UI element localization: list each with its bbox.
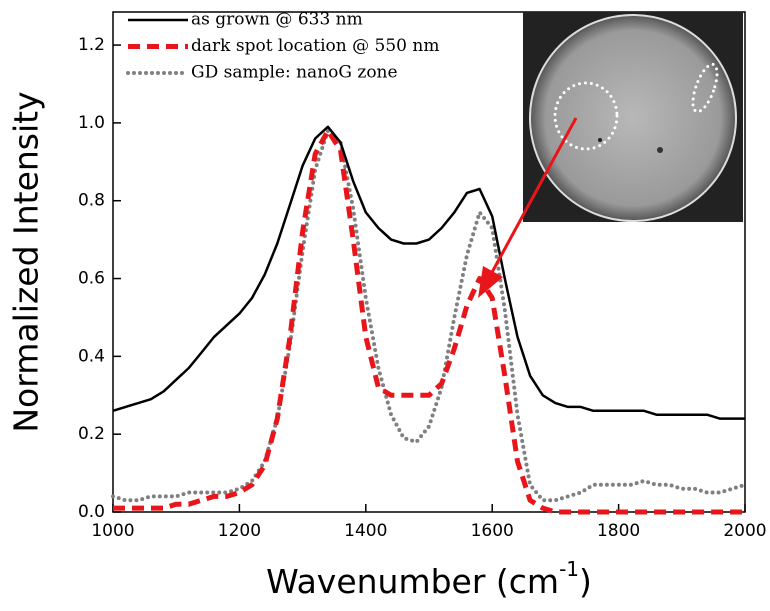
arrow xyxy=(478,117,578,298)
legend-label: as grown @ 633 nm xyxy=(191,10,363,30)
y-tick-label: 0.8 xyxy=(78,191,105,211)
y-tick-label: 1.2 xyxy=(78,35,105,55)
x-tick-label: 1800 xyxy=(597,521,640,541)
inset-circle xyxy=(553,81,619,151)
x-tick-label: 1000 xyxy=(91,521,134,541)
legend-label: GD sample: nanoG zone xyxy=(191,63,398,83)
arrow-head xyxy=(478,266,503,298)
arrow-line xyxy=(488,117,578,277)
plot-area: 0.0 0.2 0.4 0.6 0.8 1.0 1.2 1000 1200 1400 1600 180… xyxy=(78,10,767,542)
x-tick-label: 2000 xyxy=(723,521,766,541)
inset-wafer xyxy=(529,14,737,222)
inset-circle xyxy=(691,62,719,114)
x-axis-label-text: Wavenumber (cm xyxy=(266,562,559,601)
x-tick-label: 1400 xyxy=(344,521,387,541)
series-line xyxy=(113,128,745,515)
series-line xyxy=(111,128,747,503)
inset-spot xyxy=(598,138,602,142)
x-axis-label-suffix: ) xyxy=(579,562,592,601)
legend-label: dark spot location @ 550 nm xyxy=(191,36,439,56)
x-tick-label: 1200 xyxy=(218,521,261,541)
y-tick-label: 0.4 xyxy=(78,346,105,366)
x-tick-label: 1600 xyxy=(471,521,514,541)
inset-spot xyxy=(657,147,663,153)
x-axis-label: Wavenumber (cm-1) xyxy=(266,557,592,601)
series-line xyxy=(112,125,745,420)
plot-frame xyxy=(112,11,746,513)
x-axis-label-sup: -1 xyxy=(559,557,579,581)
y-tick-label: 0.0 xyxy=(78,502,105,522)
y-axis-label: Normalized Intensity xyxy=(7,91,46,432)
inset-photo xyxy=(523,12,743,222)
y-tick-label: 0.6 xyxy=(78,269,105,289)
y-tick-label: 1.0 xyxy=(78,113,105,133)
y-tick-label: 0.2 xyxy=(78,424,105,444)
